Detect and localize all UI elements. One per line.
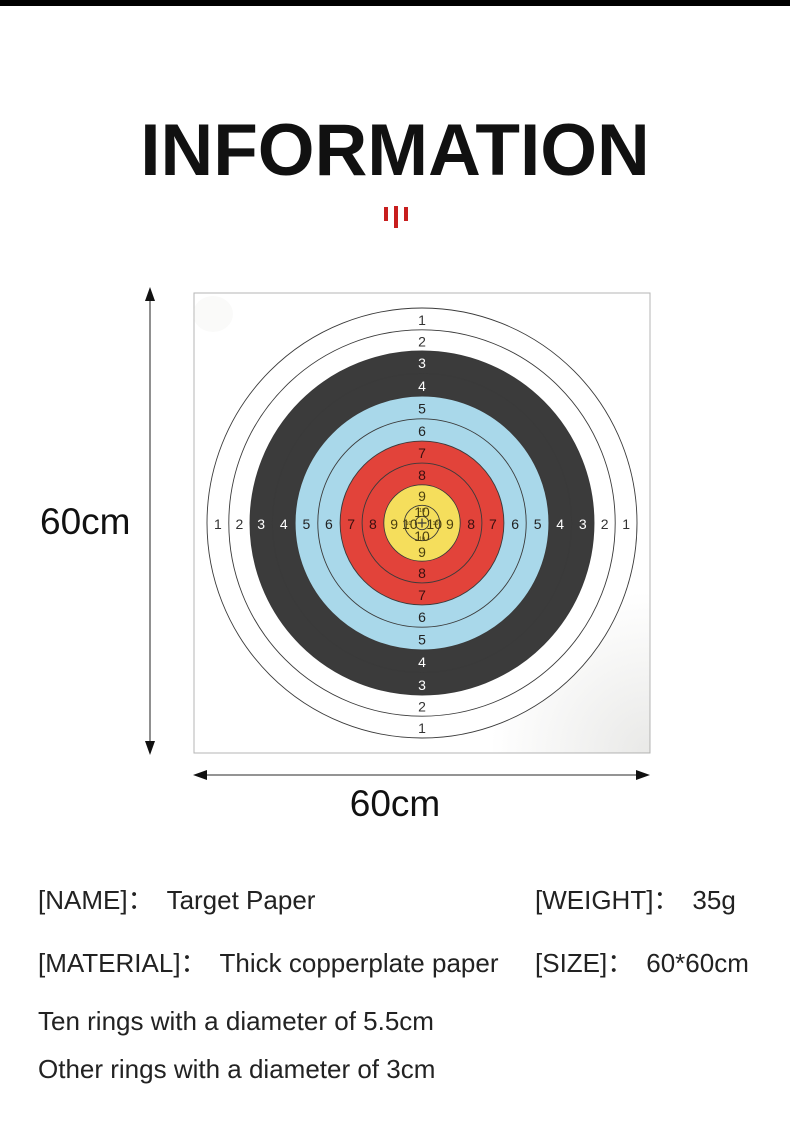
svg-text:4: 4: [280, 516, 288, 532]
svg-text:6: 6: [418, 609, 426, 625]
svg-text:2: 2: [601, 516, 609, 532]
svg-text:9: 9: [390, 516, 398, 532]
svg-text:8: 8: [418, 467, 426, 483]
svg-text:3: 3: [257, 516, 265, 532]
svg-text:7: 7: [347, 516, 355, 532]
svg-text:9: 9: [418, 488, 426, 504]
svg-text:2: 2: [418, 333, 426, 349]
svg-text:9: 9: [446, 516, 454, 532]
svg-text:6: 6: [511, 516, 519, 532]
svg-text:9: 9: [418, 544, 426, 560]
svg-text:5: 5: [418, 400, 426, 416]
svg-text:2: 2: [236, 516, 244, 532]
svg-text:1: 1: [418, 720, 426, 736]
svg-text:10: 10: [405, 521, 411, 527]
svg-text:3: 3: [418, 677, 426, 693]
svg-text:10: 10: [419, 537, 425, 543]
svg-text:7: 7: [418, 445, 426, 461]
svg-text:10: 10: [432, 521, 438, 527]
svg-text:8: 8: [418, 565, 426, 581]
svg-text:8: 8: [369, 516, 377, 532]
svg-text:5: 5: [303, 516, 311, 532]
svg-text:3: 3: [579, 516, 587, 532]
svg-text:1: 1: [214, 516, 222, 532]
svg-text:7: 7: [489, 516, 497, 532]
svg-text:8: 8: [467, 516, 475, 532]
svg-text:5: 5: [418, 632, 426, 648]
svg-text:1: 1: [622, 516, 630, 532]
svg-text:6: 6: [418, 423, 426, 439]
svg-text:10: 10: [419, 508, 425, 514]
svg-text:4: 4: [418, 378, 426, 394]
svg-text:5: 5: [534, 516, 542, 532]
svg-text:6: 6: [325, 516, 333, 532]
svg-text:4: 4: [418, 654, 426, 670]
svg-text:4: 4: [556, 516, 564, 532]
svg-text:1: 1: [418, 312, 426, 328]
svg-text:2: 2: [418, 699, 426, 715]
svg-text:7: 7: [418, 587, 426, 603]
svg-text:3: 3: [418, 355, 426, 371]
